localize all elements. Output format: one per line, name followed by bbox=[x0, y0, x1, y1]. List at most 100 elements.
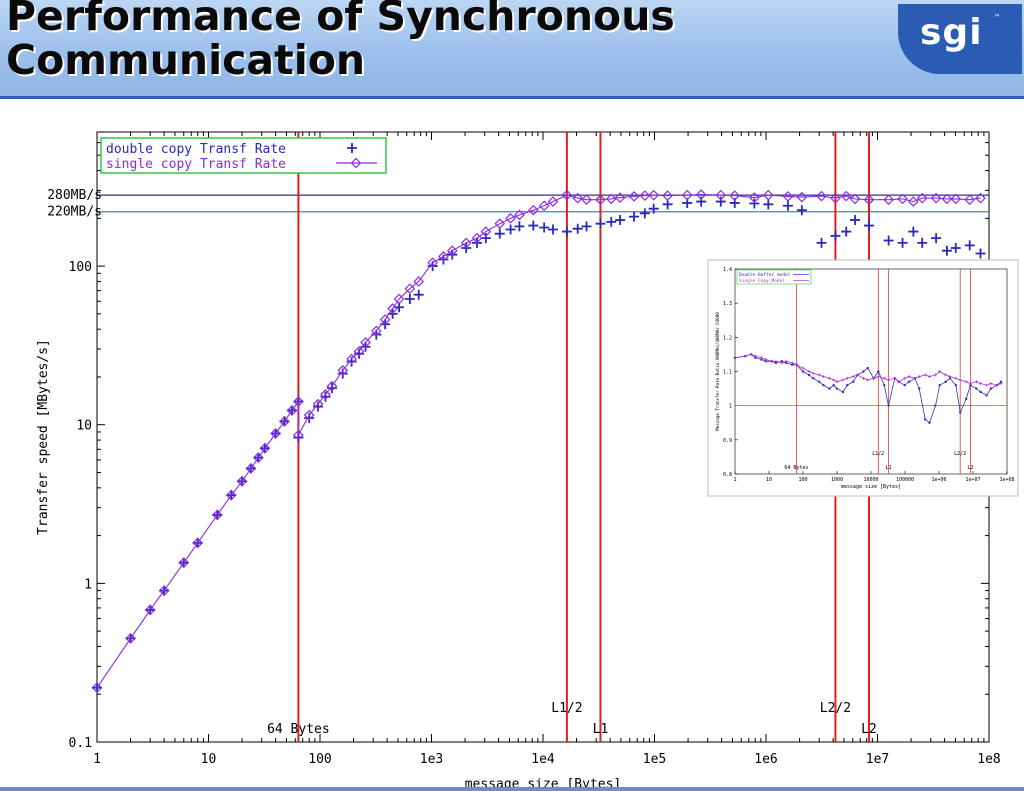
data-point bbox=[629, 211, 640, 222]
inset-data-point bbox=[999, 381, 1003, 386]
data-point bbox=[975, 248, 986, 259]
inset-data-point bbox=[764, 357, 768, 362]
data-point bbox=[782, 191, 794, 202]
y-tick-label: 0.1 bbox=[69, 736, 92, 751]
data-point bbox=[353, 346, 365, 357]
data-point bbox=[581, 221, 592, 232]
data-point bbox=[782, 200, 793, 211]
inset-data-point bbox=[827, 376, 832, 380]
inset-data-point bbox=[979, 381, 983, 386]
inset-data-point bbox=[818, 380, 821, 383]
inset-data-point bbox=[999, 380, 1003, 383]
data-point bbox=[840, 190, 852, 202]
inset-data-point bbox=[938, 383, 941, 387]
data-point bbox=[178, 557, 190, 569]
data-point bbox=[830, 230, 841, 241]
inset-y-tick-label: 1 bbox=[729, 404, 732, 410]
x-tick-label: 1 bbox=[93, 752, 101, 767]
data-point bbox=[303, 409, 315, 421]
data-point bbox=[286, 405, 298, 416]
inset-data-point bbox=[749, 352, 753, 357]
x-tick-label: 100 bbox=[308, 752, 331, 767]
data-point bbox=[595, 218, 606, 229]
data-point bbox=[696, 196, 707, 207]
data-point bbox=[916, 192, 928, 204]
data-point bbox=[514, 209, 525, 221]
inset-x-tick-label: 1 bbox=[733, 477, 736, 483]
data-point bbox=[931, 233, 942, 244]
inset-data-point bbox=[780, 360, 784, 363]
slide-title: Performance of Synchronous Communication bbox=[6, 0, 675, 82]
inset-chart: 1 10 100 1000 10000 100000 1e+06 1e+07 1e+08 0.8 0… bbox=[707, 259, 1019, 497]
data-point bbox=[595, 194, 606, 206]
data-point bbox=[561, 226, 572, 237]
data-point bbox=[514, 221, 525, 232]
inset-x-tick-label: 10000 bbox=[863, 477, 878, 483]
data-point bbox=[438, 251, 449, 262]
data-point bbox=[211, 509, 223, 521]
inset-data-point bbox=[877, 370, 880, 373]
data-point bbox=[360, 337, 371, 348]
inset-data-point bbox=[924, 418, 927, 421]
inset-data-point bbox=[866, 366, 869, 370]
data-point bbox=[662, 190, 673, 201]
data-point bbox=[326, 380, 338, 392]
y-tick-label: 100 bbox=[69, 260, 92, 275]
inset-y-tick-label: 0.9 bbox=[723, 438, 732, 444]
inset-data-point bbox=[861, 376, 866, 380]
inset-y-tick-label: 1.4 bbox=[723, 267, 732, 273]
inset-data-point bbox=[887, 404, 890, 407]
legend-marker bbox=[350, 157, 362, 169]
sgi-logo-text: sgi bbox=[920, 12, 983, 53]
inset-y-tick-label: 0.8 bbox=[723, 472, 732, 478]
data-point bbox=[320, 391, 331, 402]
data-point bbox=[830, 192, 841, 204]
inset-data-point bbox=[846, 383, 849, 387]
data-point bbox=[494, 228, 505, 239]
data-point bbox=[628, 191, 640, 202]
inset-data-point bbox=[774, 359, 778, 363]
x-tick-label: 1e3 bbox=[420, 752, 443, 767]
inset-data-point bbox=[876, 375, 880, 379]
data-point bbox=[547, 224, 558, 235]
data-point bbox=[125, 633, 136, 644]
inset-y-tick-label: 1.2 bbox=[723, 335, 732, 341]
inset-data-point bbox=[841, 390, 845, 394]
cache-marker-label: L2/2 bbox=[820, 701, 851, 716]
inset-data-point bbox=[784, 359, 788, 363]
data-point bbox=[964, 240, 975, 251]
data-point bbox=[320, 389, 331, 400]
inset-data-point bbox=[882, 376, 886, 380]
inset-data-point bbox=[832, 383, 835, 387]
inset-data-point bbox=[985, 394, 988, 397]
data-point bbox=[494, 218, 506, 230]
inset-data-point bbox=[913, 376, 917, 380]
data-point bbox=[715, 196, 726, 207]
data-point bbox=[639, 208, 650, 219]
inset-data-point bbox=[958, 411, 962, 414]
data-point bbox=[427, 257, 438, 269]
data-point bbox=[581, 194, 592, 206]
x-tick-label: 1e5 bbox=[643, 752, 666, 767]
inset-data-point bbox=[948, 377, 952, 380]
inset-data-point bbox=[974, 380, 978, 384]
cache-marker-label: L1/2 bbox=[551, 701, 582, 716]
data-point bbox=[225, 489, 237, 501]
inset-data-point bbox=[821, 375, 826, 379]
data-point bbox=[528, 220, 539, 231]
data-point bbox=[505, 212, 516, 224]
inset-data-point bbox=[969, 383, 972, 387]
inset-data-point bbox=[822, 383, 825, 387]
data-point bbox=[605, 193, 617, 205]
data-point bbox=[908, 226, 919, 237]
data-point bbox=[763, 199, 774, 210]
inset-data-point bbox=[770, 359, 774, 363]
inset-x-tick-label: 10 bbox=[766, 477, 772, 483]
inset-legend-entry-label: Double Buffer model bbox=[739, 272, 791, 278]
data-point bbox=[404, 283, 416, 295]
inset-data-point bbox=[903, 376, 907, 380]
inset-x-tick-label: 1000 bbox=[831, 477, 843, 483]
inset-legend-box bbox=[736, 269, 812, 285]
